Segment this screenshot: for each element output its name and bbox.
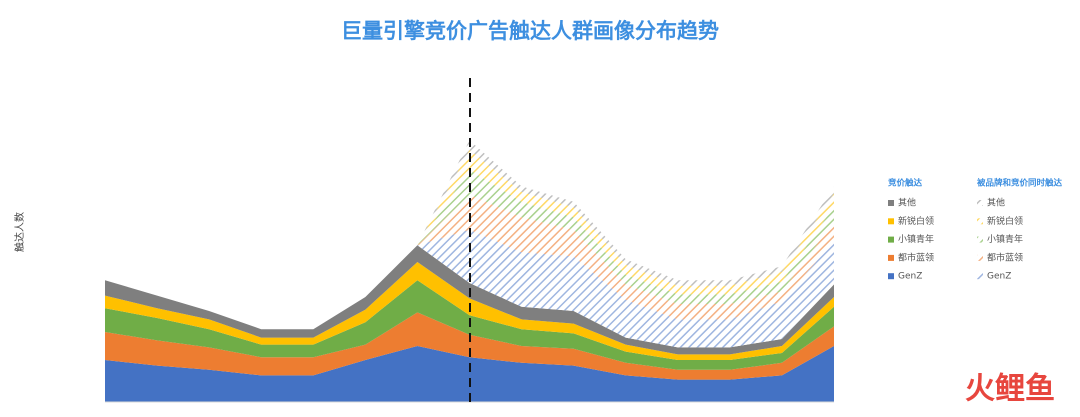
legend-swatch bbox=[888, 218, 894, 225]
legend-label: 小镇青年 bbox=[987, 233, 1023, 245]
legend-label: 小镇青年 bbox=[898, 233, 934, 245]
area bbox=[417, 194, 834, 320]
legend-swatch bbox=[977, 200, 983, 206]
legend-label: GenZ bbox=[898, 272, 922, 282]
legend-label: 都市蓝领 bbox=[987, 251, 1023, 263]
legend-swatch bbox=[977, 218, 983, 225]
plot-area bbox=[105, 140, 834, 403]
legend-swatch bbox=[977, 254, 983, 261]
area bbox=[417, 150, 834, 295]
chart-title: 巨量引擎竞价广告触达人群画像分布趋势 bbox=[341, 19, 719, 43]
legend-label: GenZ bbox=[987, 272, 1011, 282]
legend-label: 其他 bbox=[898, 197, 916, 209]
logo: 火鲤鱼 bbox=[965, 372, 1055, 407]
y-axis-label: 触达人数 bbox=[13, 212, 26, 252]
area bbox=[417, 169, 834, 304]
legend-label: 新锐白领 bbox=[987, 215, 1023, 227]
area bbox=[105, 346, 834, 402]
legend: 竞价触达 GenZ 都市蓝领 小镇青年 新锐白领 其他 被品牌和竞价同时触达 GenZ 都市蓝领… bbox=[887, 178, 1063, 282]
legend-label: 其他 bbox=[987, 197, 1005, 209]
legend-title: 被品牌和竞价同时触达 bbox=[977, 178, 1063, 189]
legend-swatch bbox=[888, 254, 894, 261]
legend-label: 都市蓝领 bbox=[898, 251, 934, 263]
legend-swatch bbox=[977, 236, 983, 243]
area bbox=[105, 245, 834, 355]
legend-swatch bbox=[888, 236, 894, 243]
legend-title: 竞价触达 bbox=[887, 178, 923, 189]
legend-label: 新锐白领 bbox=[898, 215, 934, 227]
area bbox=[417, 229, 834, 348]
legend-swatch bbox=[888, 273, 894, 280]
legend-swatch bbox=[888, 200, 894, 206]
area bbox=[105, 312, 834, 380]
legend-swatch bbox=[977, 273, 983, 280]
